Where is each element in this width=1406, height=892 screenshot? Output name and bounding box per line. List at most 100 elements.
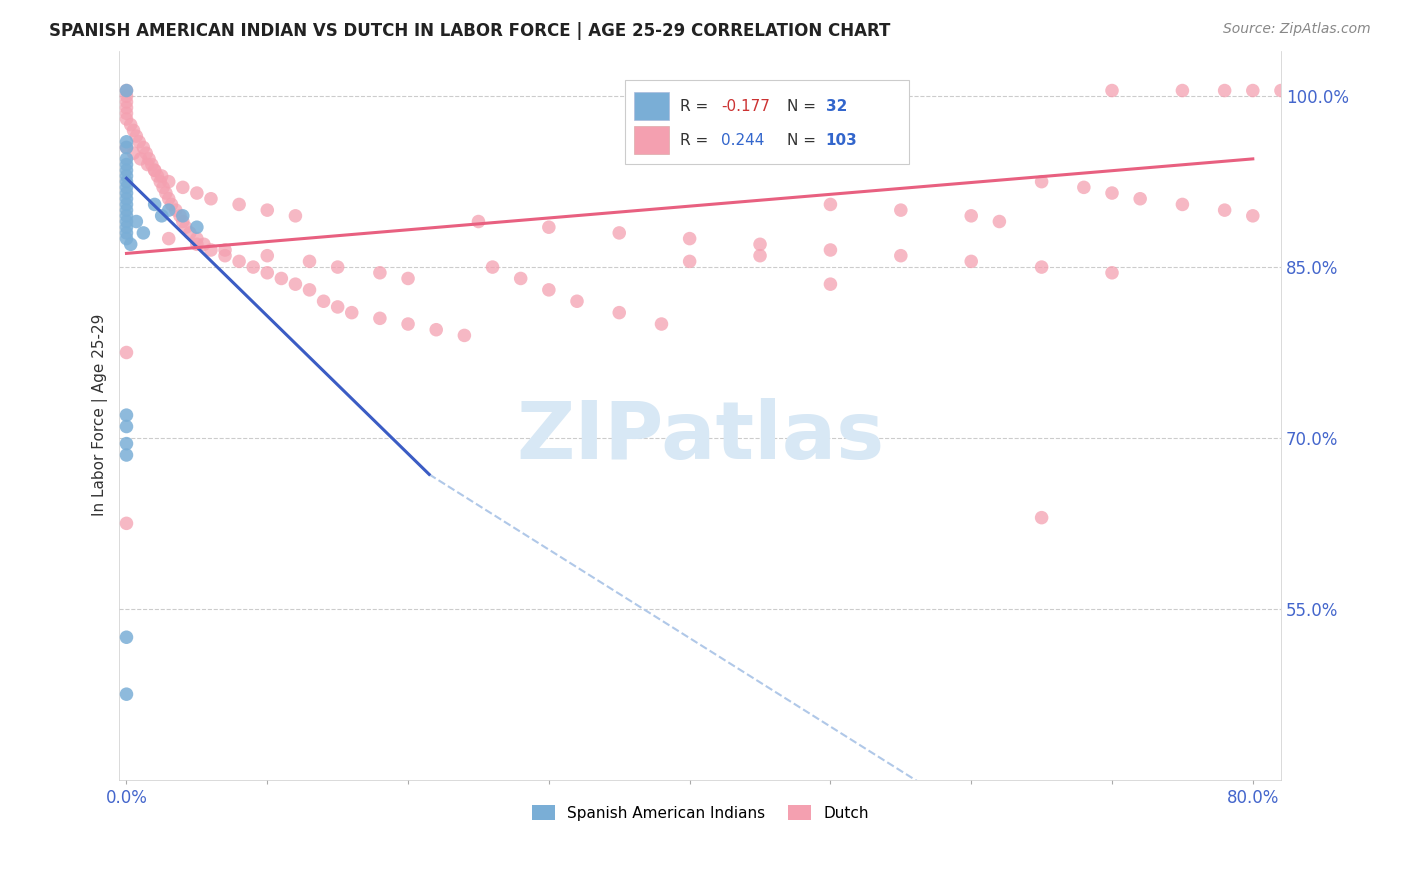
Point	[120, 237, 142, 252]
Point	[115, 101, 138, 115]
Point	[165, 203, 187, 218]
Point	[115, 516, 138, 531]
Point	[1298, 84, 1320, 98]
Point	[298, 283, 321, 297]
Point	[1213, 203, 1236, 218]
Point	[650, 317, 672, 331]
Text: 32: 32	[825, 99, 846, 113]
Point	[1101, 84, 1123, 98]
Point	[115, 220, 138, 235]
Point	[115, 89, 138, 103]
Point	[115, 95, 138, 109]
Text: SPANISH AMERICAN INDIAN VS DUTCH IN LABOR FORCE | AGE 25-29 CORRELATION CHART: SPANISH AMERICAN INDIAN VS DUTCH IN LABO…	[49, 22, 890, 40]
Point	[149, 175, 172, 189]
Point	[214, 249, 236, 263]
Point	[115, 630, 138, 644]
Point	[143, 163, 166, 178]
Point	[1171, 84, 1194, 98]
FancyBboxPatch shape	[634, 92, 669, 120]
Point	[122, 123, 145, 137]
Point	[115, 158, 138, 172]
Point	[115, 203, 138, 218]
Point	[1270, 84, 1292, 98]
Point	[678, 254, 700, 268]
Point	[678, 231, 700, 245]
Point	[186, 186, 208, 200]
Point	[155, 186, 177, 200]
Point	[169, 209, 191, 223]
Point	[150, 209, 173, 223]
Point	[1129, 192, 1152, 206]
Point	[115, 112, 138, 126]
Point	[509, 271, 531, 285]
Point	[228, 197, 250, 211]
Text: 0.244: 0.244	[721, 133, 765, 148]
Point	[960, 254, 983, 268]
Point	[172, 209, 194, 223]
Point	[890, 203, 912, 218]
Point	[228, 254, 250, 268]
Point	[122, 146, 145, 161]
Point	[537, 220, 560, 235]
Text: 103: 103	[825, 133, 858, 148]
Point	[115, 226, 138, 240]
Point	[1241, 209, 1264, 223]
Point	[537, 283, 560, 297]
Point	[988, 214, 1011, 228]
Text: N =: N =	[787, 133, 821, 148]
Point	[120, 118, 142, 132]
Point	[174, 220, 197, 235]
Text: -0.177: -0.177	[721, 99, 770, 113]
Point	[115, 84, 138, 98]
Point	[128, 135, 150, 149]
Point	[1031, 510, 1053, 524]
Point	[157, 231, 180, 245]
Point	[125, 214, 148, 228]
Point	[1073, 180, 1095, 194]
Point	[115, 231, 138, 245]
Point	[1031, 260, 1053, 274]
Point	[132, 226, 155, 240]
Point	[186, 237, 208, 252]
Point	[607, 226, 630, 240]
Point	[115, 163, 138, 178]
Point	[138, 152, 160, 166]
Point	[186, 231, 208, 245]
Point	[467, 214, 489, 228]
Point	[326, 300, 349, 314]
Point	[368, 266, 391, 280]
Point	[160, 197, 183, 211]
Point	[129, 152, 152, 166]
Point	[200, 192, 222, 206]
Point	[284, 209, 307, 223]
Point	[141, 158, 163, 172]
Point	[1101, 266, 1123, 280]
Point	[115, 419, 138, 434]
Point	[115, 135, 138, 149]
Point	[256, 203, 278, 218]
Point	[193, 237, 215, 252]
Point	[396, 317, 419, 331]
Point	[115, 152, 138, 166]
Point	[298, 254, 321, 268]
Point	[368, 311, 391, 326]
Point	[157, 175, 180, 189]
Point	[1213, 84, 1236, 98]
Point	[749, 249, 772, 263]
Point	[1241, 84, 1264, 98]
Point	[749, 237, 772, 252]
Text: R =: R =	[681, 133, 714, 148]
Point	[157, 203, 180, 218]
Point	[179, 226, 201, 240]
Point	[396, 271, 419, 285]
Point	[146, 169, 169, 183]
Point	[143, 163, 166, 178]
Point	[242, 260, 264, 274]
Point	[284, 277, 307, 292]
Point	[326, 260, 349, 274]
Point	[115, 169, 138, 183]
Point	[115, 408, 138, 422]
Point	[481, 260, 503, 274]
Point	[820, 277, 842, 292]
Point	[115, 687, 138, 701]
